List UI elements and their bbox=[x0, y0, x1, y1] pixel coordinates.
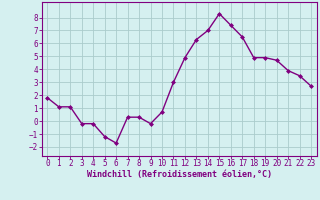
X-axis label: Windchill (Refroidissement éolien,°C): Windchill (Refroidissement éolien,°C) bbox=[87, 170, 272, 179]
